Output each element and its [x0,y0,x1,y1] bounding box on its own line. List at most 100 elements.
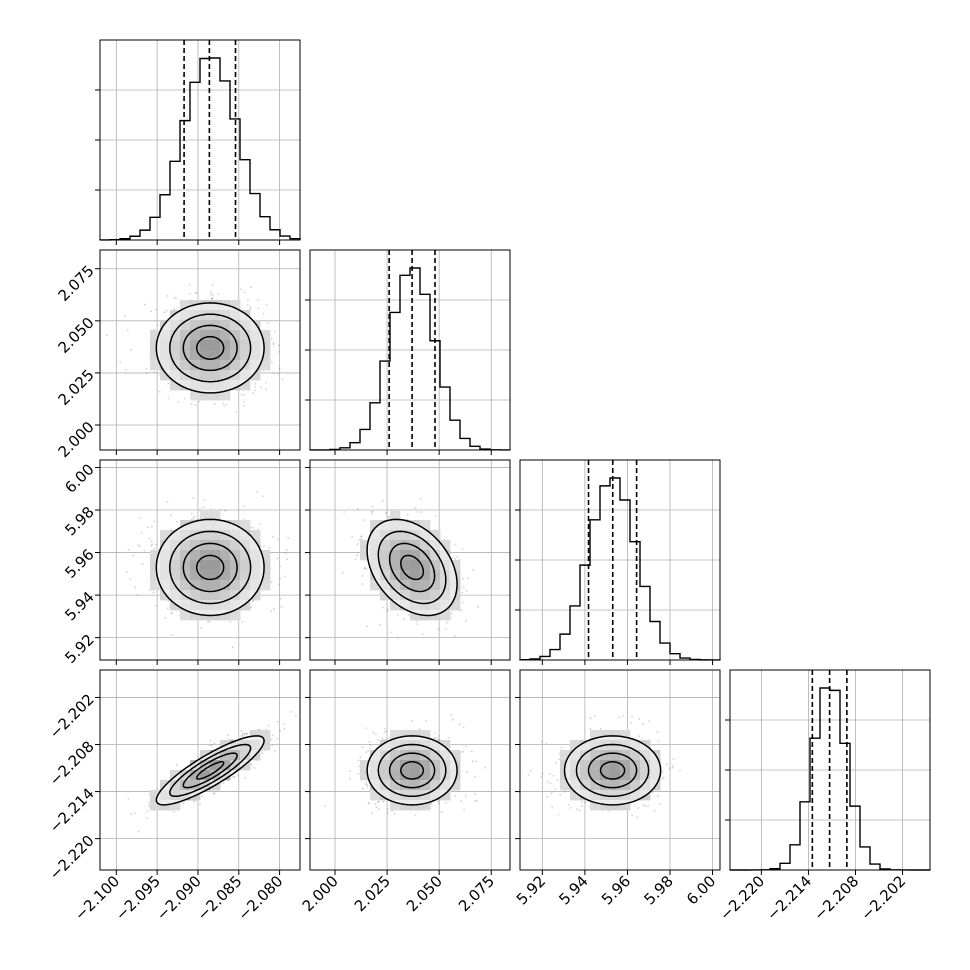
sample-point [549,773,551,775]
sample-point [192,517,195,520]
density-cell [360,770,371,781]
sample-point [181,802,184,805]
sample-point [368,741,371,744]
sample-point [263,545,265,547]
sample-point [434,737,437,740]
sample-point [210,508,213,511]
sample-point [237,775,240,777]
sample-point [271,734,274,737]
density-cell [240,380,251,391]
sample-point [576,808,578,811]
xtick-label-1-1: 2.025 [351,872,394,915]
density-cell [360,760,371,771]
contour-2 [587,752,638,789]
sample-point [213,742,216,744]
sample-point [152,591,155,594]
panel-frame [729,669,931,871]
density-cell [210,390,221,401]
sample-point [351,536,353,538]
sample-point [224,509,227,512]
sample-point [662,776,665,779]
sample-point [196,292,198,294]
sample-point [578,809,581,812]
sample-point [552,774,555,777]
sample-point [243,518,246,521]
density-cell [150,580,161,591]
contour-3 [599,761,626,780]
sample-point [265,304,268,306]
sample-point [366,625,368,628]
density-cell [260,350,271,361]
sample-point [240,393,243,396]
sample-point [458,723,461,726]
sample-point [464,795,467,798]
sample-point [166,501,169,503]
sample-point [276,720,279,723]
sample-point [270,581,273,583]
sample-point [550,792,553,795]
density-cell [560,750,571,761]
sample-point [249,306,252,309]
sample-point [382,499,384,502]
sample-point [365,781,368,784]
sample-point [360,535,362,538]
sample-point [386,808,389,810]
density-cell [160,590,171,601]
sample-point [324,805,326,808]
sample-point [476,799,478,802]
density-cell [450,560,461,571]
sample-point [666,763,668,766]
sample-point [474,775,477,778]
sample-point [170,514,173,517]
density-cell [370,520,381,531]
sample-point [254,389,256,392]
sample-point [549,782,552,785]
density-cell [230,610,241,621]
density-cell [240,520,251,531]
sample-point [461,548,464,551]
sample-point [672,764,675,767]
sample-point [474,800,477,803]
density-cell [600,730,611,741]
panel-frame [309,459,511,661]
sample-point [637,807,640,809]
contour-2 [182,752,238,789]
density-cell [150,560,161,571]
sample-point [647,805,649,807]
sample-point [437,735,440,737]
sample-point [477,606,480,608]
sample-point [438,802,441,805]
sample-point [127,549,130,551]
xtick-label-1-3: 2.075 [455,872,498,915]
sample-point [451,557,454,559]
sample-point [377,801,380,803]
density-cell [570,790,581,801]
sample-point [193,515,196,518]
sample-point [200,626,203,629]
density-cell [240,600,251,611]
sample-point [445,628,447,630]
sample-point [407,613,410,616]
ytick-label-1-3: 2.075 [55,262,98,305]
sample-point [201,795,204,797]
sample-point [389,631,392,634]
sample-point [569,807,572,809]
sample-point [295,714,297,717]
sample-point [265,388,268,391]
sample-point [284,575,286,578]
sample-point [229,620,232,623]
sample-point [447,737,450,739]
sample-point [437,628,440,631]
xtick-label-0-0: −2.100 [71,872,123,924]
sample-point [463,808,466,811]
sample-point [277,372,280,375]
contour-0 [366,518,458,617]
contour-0 [366,735,458,806]
xtick-label-2-3: 5.98 [640,872,676,908]
sample-point [211,283,214,286]
density-cell [260,570,271,581]
sample-point [231,646,234,649]
panel-2-2 [515,459,721,665]
sample-point [416,623,419,625]
sample-point [177,400,180,403]
